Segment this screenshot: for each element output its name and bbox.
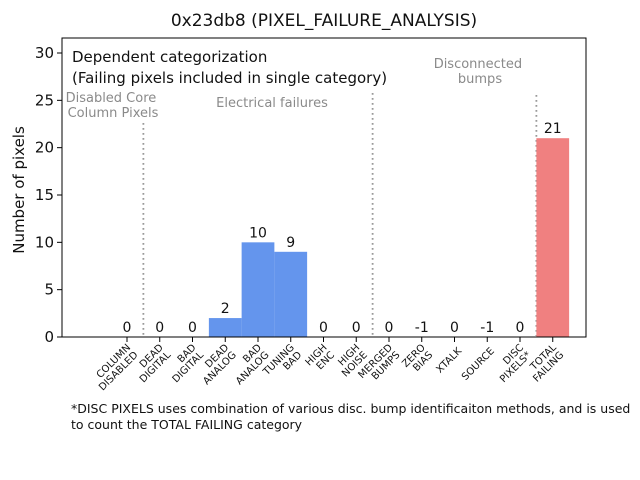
bar-value-label: 9	[286, 235, 295, 251]
bar-value-label: 0	[188, 320, 197, 336]
x-tick-label: ZEROBIAS	[400, 342, 435, 377]
bar-value-label: 0	[516, 320, 525, 336]
y-tick-label: 15	[35, 186, 54, 204]
x-tick-label: COLUMNDISABLED	[90, 342, 141, 393]
region-label-disconnected-bumps: Disconnected bumps	[434, 57, 527, 87]
y-axis-label: Number of pixels	[10, 126, 28, 254]
y-tick-label: 30	[35, 44, 54, 62]
x-tick-label: SOURCE	[460, 346, 497, 383]
y-tick-label: 0	[44, 328, 54, 346]
x-tick-label: DEADANALOG	[194, 342, 239, 387]
y-tick-label: 10	[35, 233, 54, 251]
chart-title: 0x23db8 (PIXEL_FAILURE_ANALYSIS)	[171, 11, 477, 31]
bar-value-label: 0	[352, 320, 361, 336]
bar-value-label: 0	[450, 320, 459, 336]
x-tick-label: MERGEDBUMPS	[356, 342, 402, 388]
x-tick-line: XTALK	[434, 346, 464, 376]
annotation-dependent-subtitle: (Failing pixels included in single categ…	[72, 69, 387, 87]
region-separators	[142, 93, 538, 336]
y-tick-label: 20	[35, 139, 54, 157]
bar-value-label: -1	[480, 320, 494, 336]
bar	[208, 318, 242, 337]
x-tick-label: BADANALOG	[227, 342, 272, 387]
bar-value-label: 10	[249, 225, 267, 241]
bar-value-label: 0	[123, 320, 132, 336]
bar-value-label: 0	[319, 320, 328, 336]
bar	[241, 242, 275, 337]
bars	[208, 138, 570, 337]
x-tick-label: DEADDIGITAL	[130, 342, 173, 385]
x-tick-label: TOTALFAILING	[524, 342, 567, 385]
bar-value-label: -1	[415, 320, 429, 336]
footnote-line-2: to count the TOTAL FAILING category	[71, 417, 303, 432]
x-tick-label: DISCPIXELS*	[491, 342, 534, 385]
region-label-electrical-failures: Electrical failures	[216, 96, 328, 111]
bar-value-label: 2	[221, 301, 230, 317]
bar-value-label: 21	[544, 121, 562, 137]
bar-value-labels: 0 0 0 2 10 9 0 0 0 -1 0 -1 0 21	[123, 121, 562, 336]
bar	[536, 138, 570, 337]
footnote-line-1: *DISC PIXELS uses combination of various…	[71, 401, 630, 416]
x-tick-label: TUNINGBAD	[261, 342, 305, 386]
bar	[274, 251, 308, 337]
x-tick-label: BADDIGITAL	[163, 342, 206, 385]
y-tick-label: 5	[44, 281, 54, 299]
y-tick-label: 25	[35, 91, 54, 109]
region-label-disabled-core-column-pixels: Disabled Core Column Pixels	[66, 91, 161, 121]
annotation-dependent-categorization: Dependent categorization	[72, 48, 267, 66]
x-tick-label: HIGHENC	[304, 342, 337, 375]
x-tick-line: SOURCE	[460, 346, 497, 383]
x-tick-label: XTALK	[434, 346, 464, 376]
bar-value-label: 0	[385, 320, 394, 336]
bar-value-label: 0	[155, 320, 164, 336]
